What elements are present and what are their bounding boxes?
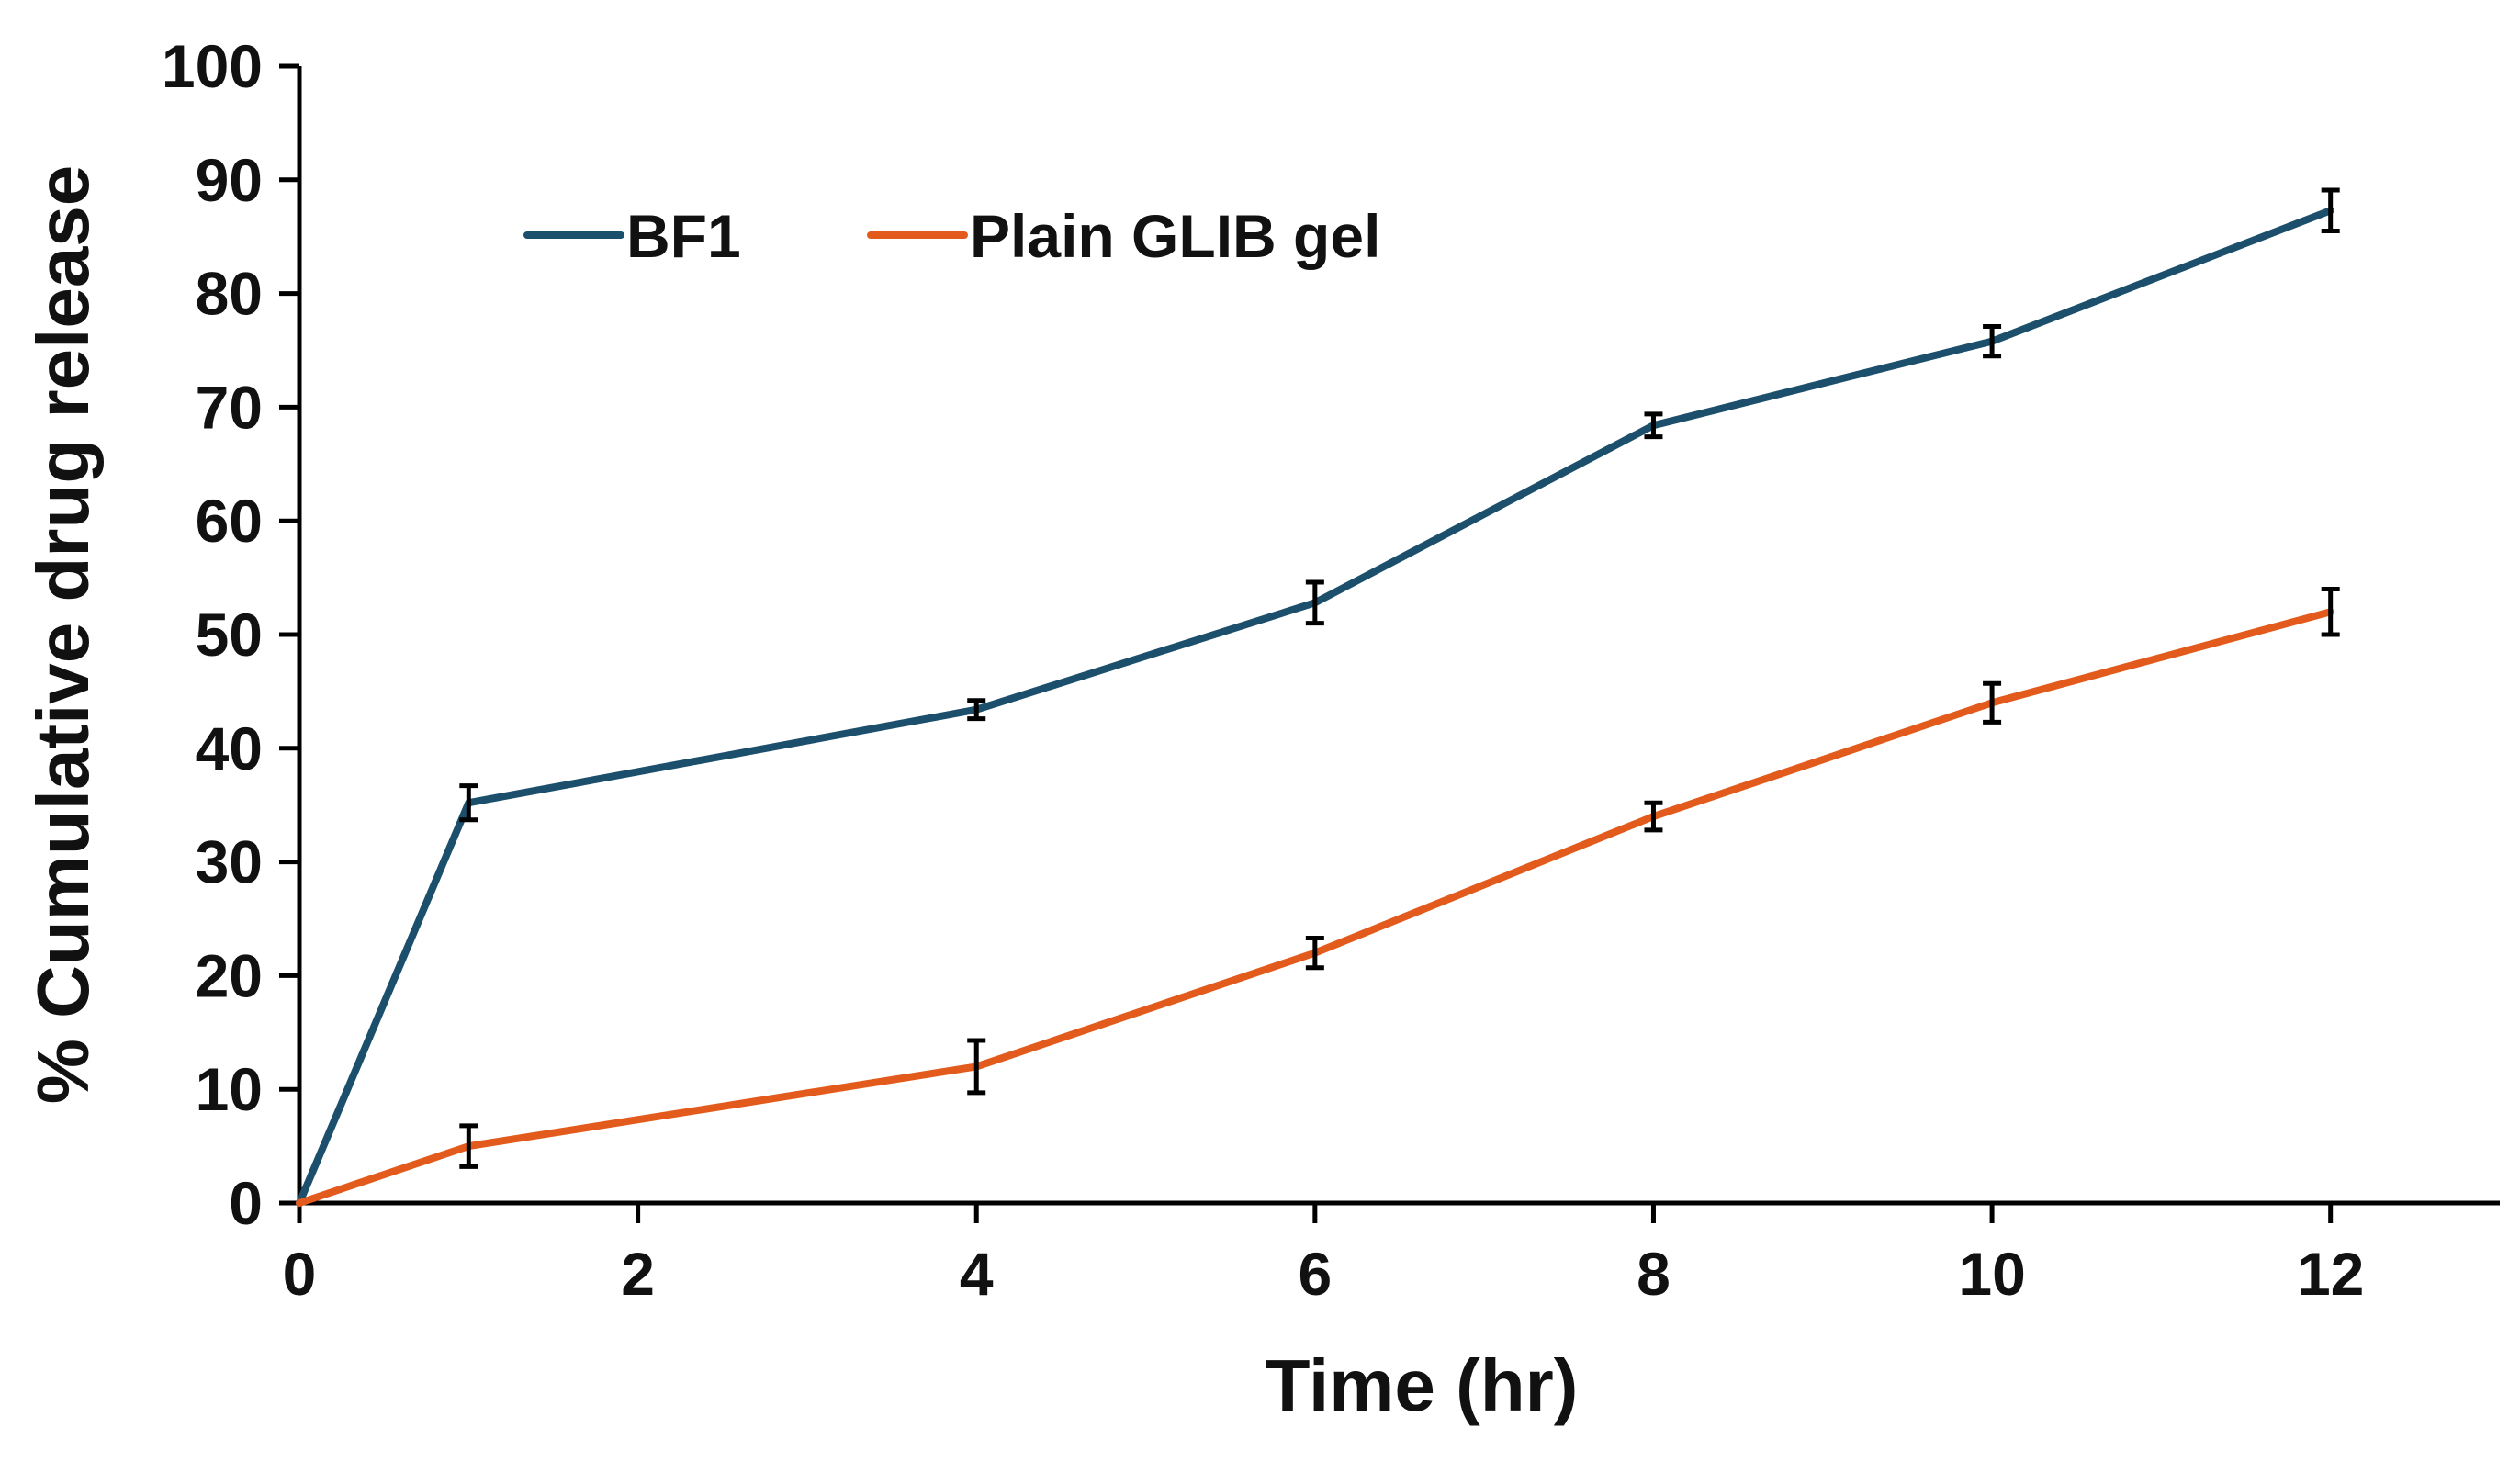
x-tick-label: 4	[960, 1240, 994, 1308]
x-tick-label: 2	[621, 1240, 655, 1308]
y-tick-label: 0	[229, 1169, 263, 1237]
x-tick-label: 12	[2297, 1240, 2364, 1308]
y-tick-label: 100	[162, 32, 263, 100]
y-tick-label: 50	[196, 601, 263, 669]
legend-label: BF1	[626, 202, 741, 270]
y-tick-label: 80	[196, 260, 263, 328]
legend: BF1 Plain GLIB gel	[523, 202, 1380, 270]
y-tick-label: 40	[196, 714, 263, 782]
series-bf1	[296, 187, 2340, 1207]
y-tick-label: 70	[196, 373, 263, 441]
x-tick-label: 8	[1637, 1240, 1671, 1308]
x-tick-label: 10	[1958, 1240, 2025, 1308]
x-axis-title: Time (hr)	[1266, 1344, 1579, 1426]
series-plain-glib-gel	[296, 586, 2340, 1207]
y-tick-label: 30	[196, 828, 263, 896]
y-tick-label: 60	[196, 487, 263, 555]
legend-label: Plain GLIB gel	[970, 202, 1380, 270]
y-tick-label: 10	[196, 1055, 263, 1123]
x-tick-label: 6	[1298, 1240, 1332, 1308]
y-tick-label: 90	[196, 146, 263, 214]
series-line	[296, 608, 2334, 1207]
series-layer	[296, 187, 2340, 1207]
y-tick-label: 20	[196, 941, 263, 1009]
x-tick-label: 0	[283, 1240, 317, 1308]
axis-ticks: 0 10 20 30 40 50 60 70 80 90 100 0 2 4 6 8 10 12	[162, 32, 2365, 1308]
series-line	[296, 207, 2334, 1207]
y-axis-title: % Cumulative drug release	[22, 165, 104, 1105]
